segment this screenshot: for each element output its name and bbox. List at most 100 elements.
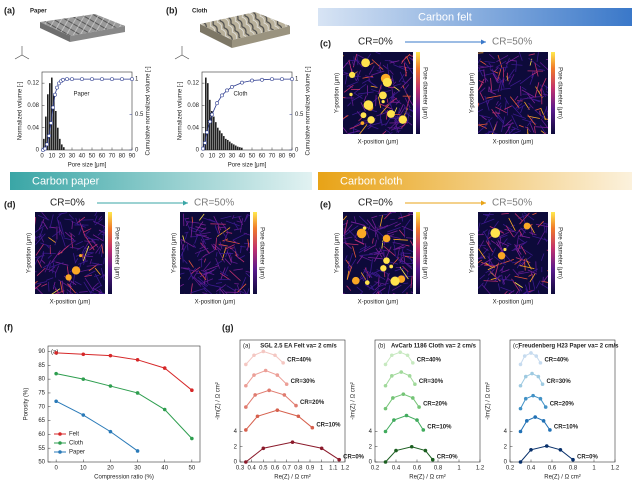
pore-streak bbox=[386, 98, 389, 103]
series-label: CR=30% bbox=[291, 379, 316, 385]
pore-streak bbox=[98, 292, 105, 294]
series-point bbox=[135, 449, 140, 453]
pore-streak bbox=[528, 57, 541, 68]
x-tick-label: 1.2 bbox=[341, 466, 350, 472]
pore-streak bbox=[384, 272, 390, 286]
series-point bbox=[391, 396, 395, 400]
pore-streak bbox=[188, 260, 194, 268]
pore-streak bbox=[385, 221, 398, 228]
pore-streak bbox=[233, 268, 243, 271]
pore-streak bbox=[478, 78, 485, 89]
pore-streak bbox=[496, 112, 505, 123]
pore-streak bbox=[506, 75, 509, 82]
pore-streak bbox=[527, 93, 536, 104]
pore-streak bbox=[243, 232, 250, 236]
pore-streak bbox=[387, 235, 401, 239]
axis-frame bbox=[201, 71, 293, 151]
section-title: Carbon cloth bbox=[340, 175, 402, 187]
axis-frame bbox=[41, 71, 133, 151]
cr-label: CR=0% bbox=[358, 37, 393, 48]
pore-streak bbox=[505, 55, 520, 64]
pore-streak bbox=[532, 235, 548, 241]
pore-streak bbox=[190, 266, 201, 275]
pore-streak bbox=[345, 243, 359, 246]
pore-streak bbox=[371, 59, 384, 70]
series-point bbox=[319, 446, 324, 451]
pore-streak bbox=[374, 271, 381, 277]
pore-streak bbox=[521, 89, 535, 98]
pore-streak bbox=[379, 289, 383, 294]
series-line bbox=[385, 414, 424, 432]
pore-streak bbox=[478, 259, 482, 264]
pore-streak bbox=[46, 263, 50, 270]
histogram-bar bbox=[207, 83, 209, 150]
pore-streak bbox=[507, 69, 515, 79]
pore-streak bbox=[182, 251, 184, 263]
pore-streak bbox=[344, 255, 348, 261]
series-label: CR=20% bbox=[423, 402, 448, 408]
pore-streak bbox=[35, 217, 37, 226]
series-point bbox=[421, 428, 426, 432]
x-tick-label: 0.6 bbox=[548, 466, 557, 472]
pore-streak bbox=[394, 120, 399, 133]
series-label: CR=0% bbox=[577, 454, 599, 460]
histogram-bar bbox=[229, 141, 231, 150]
histogram-bar bbox=[237, 146, 239, 150]
pore-streak bbox=[354, 239, 365, 245]
pore-streak bbox=[481, 115, 487, 121]
colorbar-label: Pore diameter (μm) bbox=[258, 227, 264, 279]
cumulative-point bbox=[55, 85, 59, 90]
pore-streak bbox=[377, 96, 382, 108]
series-point bbox=[540, 382, 545, 387]
pore-streak bbox=[344, 223, 353, 234]
pore-streak bbox=[67, 283, 76, 294]
pore-streak bbox=[371, 272, 386, 280]
pore-streak bbox=[212, 245, 218, 251]
series-point bbox=[108, 429, 113, 434]
pore-streak bbox=[532, 98, 541, 103]
pore-streak bbox=[237, 283, 247, 293]
series-point bbox=[518, 406, 523, 411]
pore-streak bbox=[487, 263, 497, 267]
pore-streak bbox=[540, 283, 548, 289]
pore-streak bbox=[535, 280, 541, 289]
pore-streak bbox=[188, 267, 196, 281]
pore-streak bbox=[484, 264, 497, 267]
map-x-label: X-position (μm) bbox=[50, 300, 91, 306]
map-x-label: X-position (μm) bbox=[493, 300, 534, 306]
pore-blob bbox=[348, 71, 356, 79]
pore-streak bbox=[356, 286, 364, 293]
pore-streak bbox=[409, 240, 413, 247]
pore-streak bbox=[101, 234, 105, 236]
annotation: Paper bbox=[74, 92, 90, 98]
pore-streak bbox=[94, 212, 98, 217]
pore-streak bbox=[81, 247, 86, 254]
pore-streak bbox=[56, 212, 63, 219]
pore-streak bbox=[523, 292, 527, 294]
pore-streak bbox=[356, 255, 363, 264]
series-point bbox=[282, 393, 287, 397]
pore-map bbox=[35, 212, 105, 294]
pore-streak bbox=[343, 236, 353, 240]
pore-streak bbox=[393, 239, 396, 245]
pore-streak bbox=[232, 215, 235, 220]
y-tick-label: 0 bbox=[36, 148, 40, 154]
pore-blob bbox=[381, 99, 385, 104]
pore-streak bbox=[75, 241, 83, 246]
histogram-bar bbox=[43, 138, 45, 150]
x-tick-label: 60 bbox=[99, 154, 106, 160]
x-tick-label: 70 bbox=[269, 154, 276, 160]
pore-streak bbox=[352, 246, 357, 258]
pore-streak bbox=[545, 58, 548, 60]
series-line bbox=[56, 352, 193, 391]
pore-streak bbox=[501, 212, 509, 215]
y2-tick-label: 0.5 bbox=[135, 112, 144, 118]
pore-streak bbox=[494, 113, 505, 125]
pore-streak bbox=[519, 74, 533, 85]
pore-streak bbox=[389, 60, 395, 64]
pore-streak bbox=[199, 231, 211, 235]
pore-streak bbox=[192, 269, 199, 280]
pore-streak bbox=[479, 92, 485, 101]
pore-streak bbox=[518, 238, 526, 244]
